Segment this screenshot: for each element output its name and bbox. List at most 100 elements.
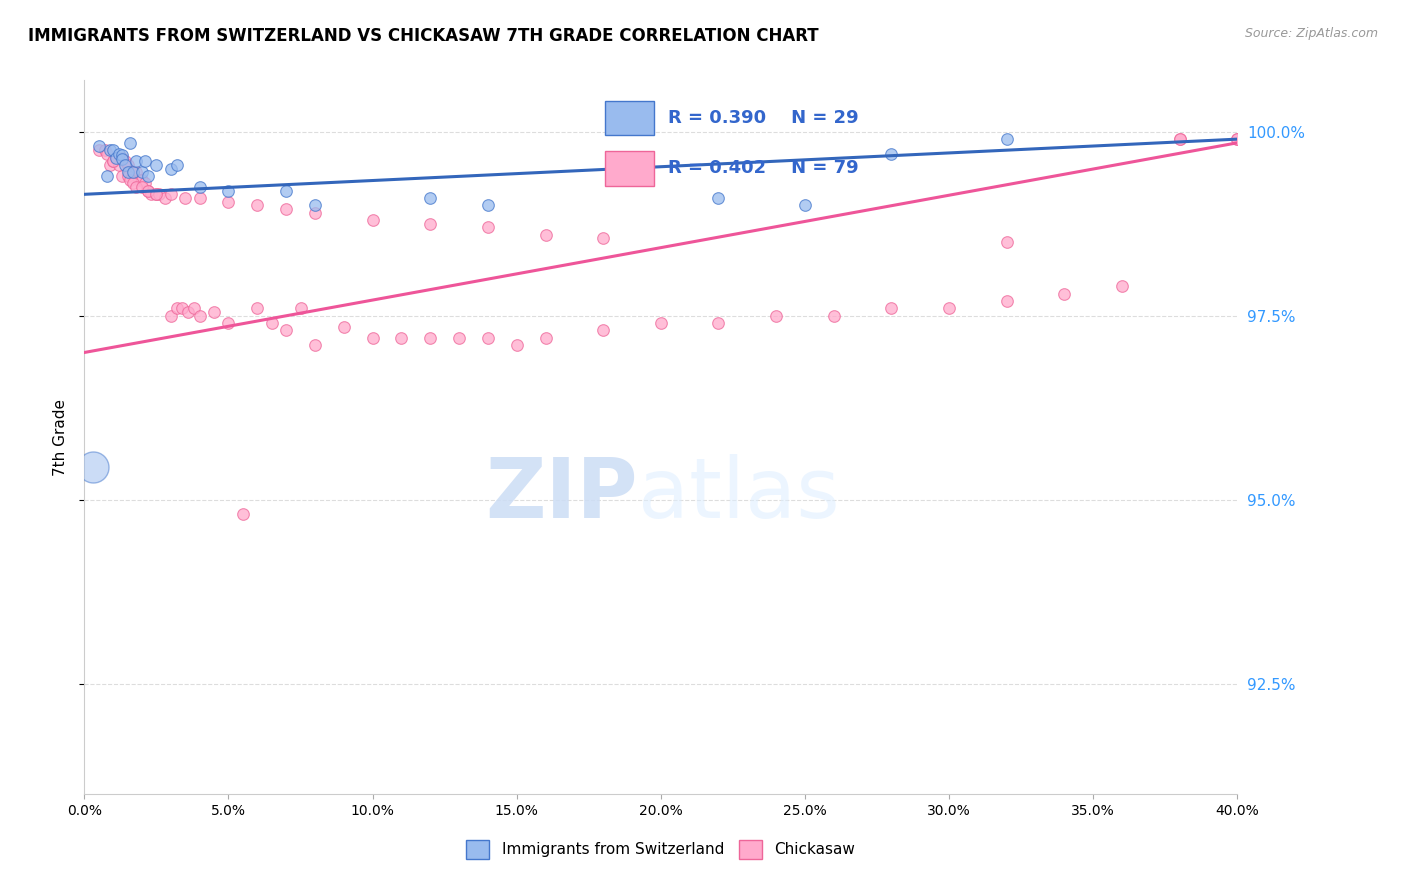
Point (276, 202, 298, 216)
Point (202, 305, 225, 319)
Point (218, 194, 240, 209)
Point (111, 148, 134, 162)
Point (246, 301, 269, 316)
Point (87, 139, 110, 153)
Point (98, 143, 121, 157)
Point (120, 136, 142, 150)
Point (794, 198, 817, 212)
Point (1111, 279, 1133, 293)
Point (650, 316, 672, 330)
Point (131, 172, 153, 186)
Text: ZIP: ZIP (485, 454, 638, 534)
Point (246, 198, 269, 212)
Point (419, 217, 441, 231)
Point (391, 331, 413, 345)
Point (361, 331, 384, 345)
Point (131, 165, 153, 179)
Point (880, 146, 903, 161)
Point (188, 180, 211, 194)
Point (122, 165, 145, 179)
Point (120, 165, 142, 179)
Point (477, 331, 499, 345)
Point (534, 331, 557, 345)
FancyBboxPatch shape (605, 101, 654, 136)
Point (117, 169, 139, 183)
Point (188, 191, 211, 205)
Point (592, 231, 614, 245)
Point (361, 213, 384, 227)
Point (96, 169, 118, 183)
Point (592, 323, 614, 337)
Point (145, 158, 167, 172)
Point (98, 158, 121, 172)
Point (260, 316, 283, 330)
Point (290, 301, 312, 316)
Point (136, 184, 159, 198)
Point (125, 165, 148, 179)
Point (87, 143, 110, 157)
Point (1226, 132, 1249, 146)
Point (218, 316, 240, 330)
Point (232, 508, 254, 522)
Point (172, 301, 194, 316)
Point (114, 154, 136, 169)
Point (148, 187, 170, 202)
Point (105, 151, 128, 165)
Point (103, 154, 124, 169)
Point (419, 191, 441, 205)
Point (449, 331, 471, 345)
FancyBboxPatch shape (605, 152, 654, 186)
Point (117, 158, 139, 172)
Point (276, 323, 298, 337)
Point (134, 154, 156, 169)
Point (765, 309, 787, 323)
Point (103, 154, 124, 169)
Point (125, 180, 148, 194)
Text: Source: ZipAtlas.com: Source: ZipAtlas.com (1244, 27, 1378, 40)
Point (134, 176, 156, 190)
Point (111, 152, 134, 166)
Point (534, 227, 557, 242)
Point (111, 169, 134, 183)
Point (177, 305, 200, 319)
Point (333, 319, 356, 334)
Point (160, 187, 183, 202)
Point (96, 146, 118, 161)
Point (108, 158, 131, 172)
Point (160, 161, 183, 176)
Point (174, 191, 197, 205)
Point (93, 143, 115, 157)
Point (304, 338, 326, 352)
Text: atlas: atlas (638, 454, 839, 534)
Point (120, 172, 142, 186)
Point (105, 151, 128, 165)
Point (1226, 132, 1249, 146)
Point (136, 184, 159, 198)
Point (477, 198, 499, 212)
Point (1053, 286, 1076, 301)
Point (166, 158, 188, 172)
Point (131, 180, 153, 194)
Point (125, 154, 148, 169)
Point (128, 172, 150, 186)
Text: IMMIGRANTS FROM SWITZERLAND VS CHICKASAW 7TH GRADE CORRELATION CHART: IMMIGRANTS FROM SWITZERLAND VS CHICKASAW… (28, 27, 818, 45)
Point (477, 220, 499, 235)
Point (139, 187, 162, 202)
Point (108, 146, 131, 161)
Point (111, 151, 134, 165)
Point (82, 459, 104, 474)
Point (122, 165, 145, 179)
Point (995, 293, 1018, 308)
Text: R = 0.402    N = 79: R = 0.402 N = 79 (668, 160, 859, 178)
Point (188, 309, 211, 323)
Point (145, 187, 167, 202)
Point (122, 176, 145, 190)
Point (136, 169, 159, 183)
Point (938, 301, 960, 316)
Text: R = 0.390    N = 29: R = 0.390 N = 29 (668, 109, 859, 127)
Point (276, 184, 298, 198)
Point (1168, 132, 1191, 146)
Point (103, 143, 124, 157)
Legend: Immigrants from Switzerland, Chickasaw: Immigrants from Switzerland, Chickasaw (460, 834, 862, 864)
Point (145, 187, 167, 202)
